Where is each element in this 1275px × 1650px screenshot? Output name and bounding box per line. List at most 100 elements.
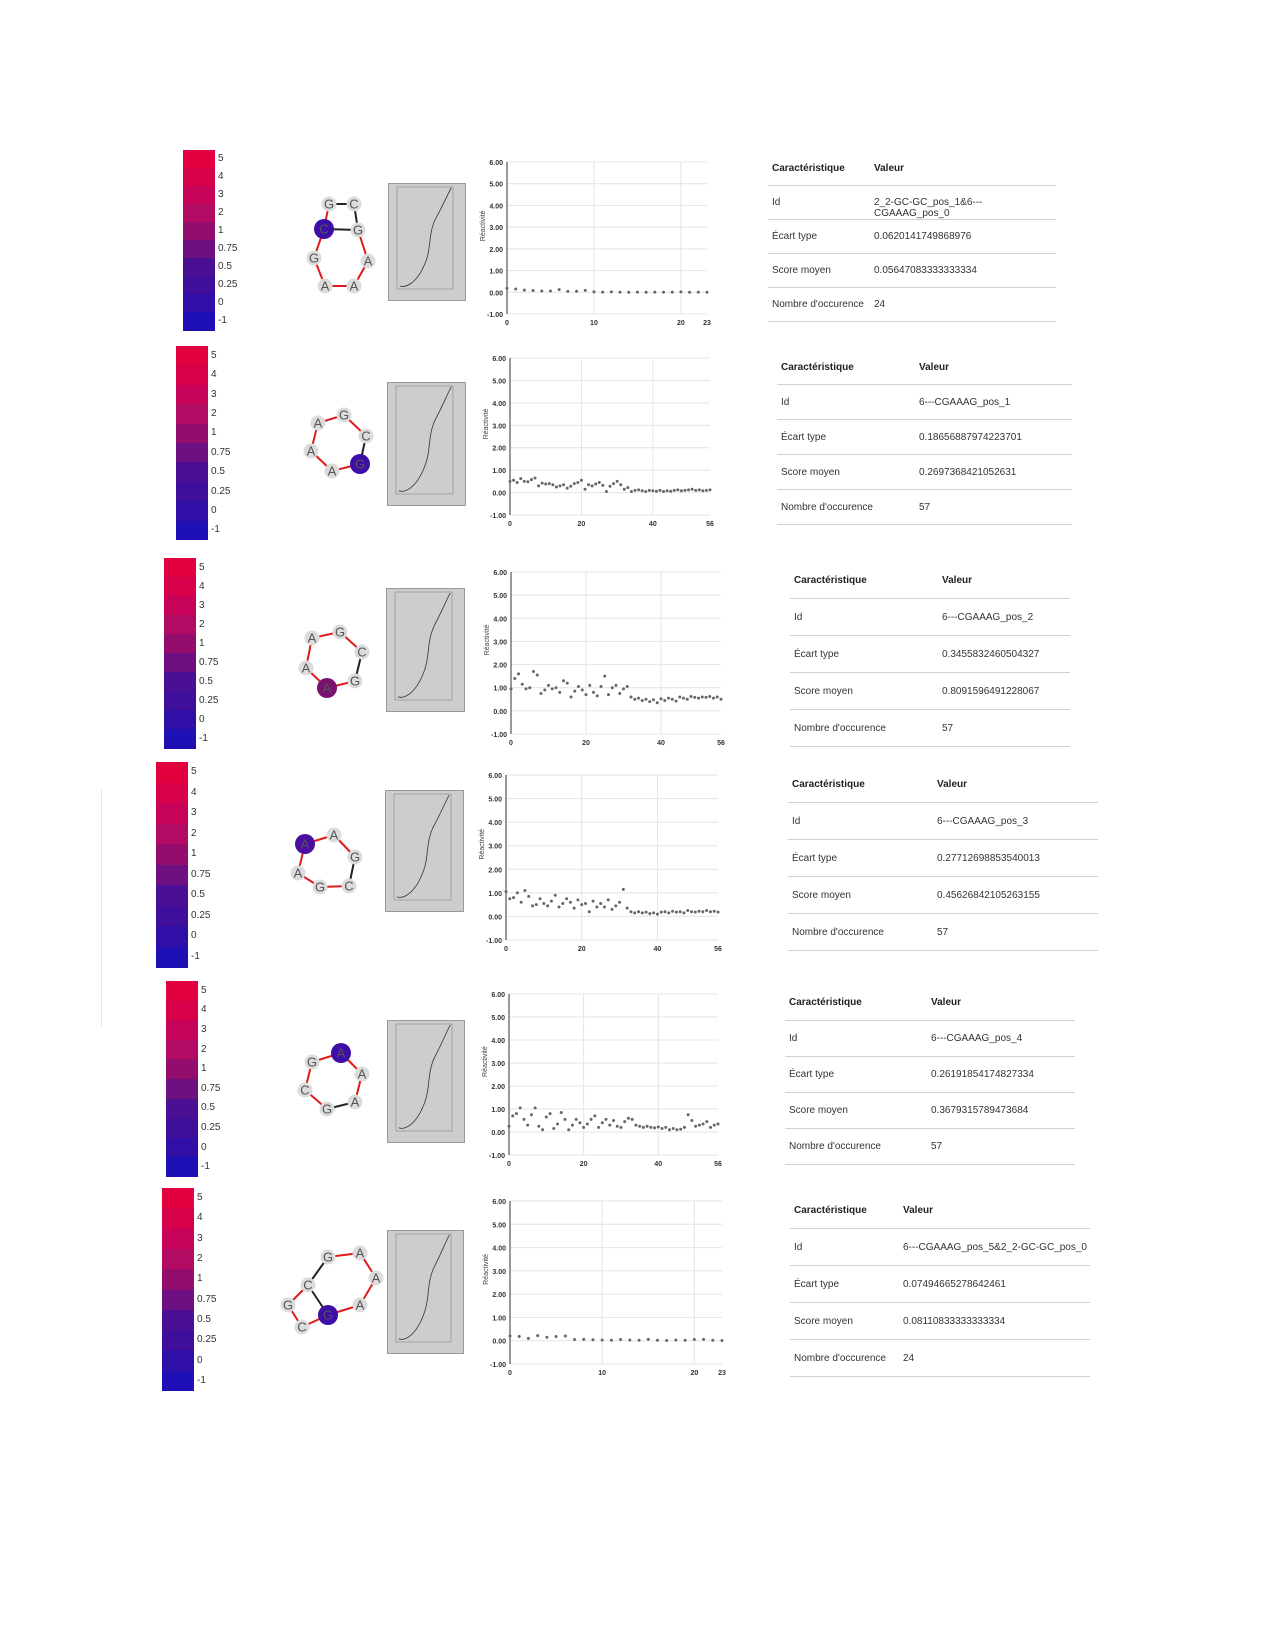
colorbar-tick-label: 0.5 [191, 889, 205, 901]
motif-node [297, 1082, 313, 1098]
data-point [603, 674, 607, 678]
y-tick-label: 0.00 [489, 290, 503, 297]
data-point [600, 1338, 604, 1342]
data-point [678, 695, 682, 699]
data-point [508, 897, 512, 901]
data-point [576, 898, 580, 902]
data-point [702, 1337, 706, 1341]
data-point [529, 478, 533, 482]
motif-node [294, 1319, 310, 1335]
characteristics-table: Caractéristique Valeur Id 6---CGAAAG_pos_2 É… [790, 562, 1070, 747]
characteristics-table: Caractéristique Valeur Id 6---CGAAAG_pos_4 É… [785, 985, 1075, 1165]
data-point [509, 687, 513, 691]
x-tick-label: 23 [703, 320, 711, 327]
colorbar-segment [166, 1079, 198, 1100]
data-point [514, 287, 518, 291]
data-point [705, 909, 709, 913]
data-point [670, 697, 674, 701]
table-header-row: Caractéristique Valeur [790, 562, 1070, 599]
colorbar-segment [176, 443, 208, 463]
colorbar-tick-label: 5 [201, 984, 207, 996]
cell-label: Score moyen [794, 685, 853, 697]
y-tick-label: 5.00 [492, 378, 506, 385]
table-row: Nombre d'occurence 57 [785, 1129, 1075, 1165]
cell-label: Score moyen [794, 1315, 853, 1327]
data-point [542, 901, 546, 905]
data-point [537, 1124, 541, 1128]
data-point [588, 683, 592, 687]
colorbar-tick-label: 0.25 [218, 279, 238, 290]
density-frame [395, 385, 454, 495]
colorbar-segment [183, 222, 215, 241]
table-header-row: Caractéristique Valeur [777, 350, 1072, 385]
data-point [626, 1116, 630, 1120]
data-point [591, 899, 595, 903]
y-tick-label: 3.00 [492, 1269, 506, 1276]
y-axis-title: Réactivité [482, 1046, 489, 1077]
colorbar-tick-label: 3 [197, 1232, 203, 1244]
header-caracteristique: Caractéristique [792, 778, 865, 790]
motif-node-highlighted [318, 1305, 338, 1325]
table-row: Id 6---CGAAAG_pos_2 [790, 599, 1070, 636]
data-point [640, 698, 644, 702]
data-point [712, 1123, 716, 1127]
cell-value: 0.2697368421052631 [919, 466, 1017, 478]
table-header-row: Caractéristique Valeur [788, 766, 1098, 803]
x-tick-label: 20 [582, 740, 590, 747]
colorbar-tick-label: 0.75 [218, 243, 238, 254]
data-point [653, 290, 657, 294]
data-point [708, 910, 712, 914]
x-tick-label: 20 [578, 521, 586, 528]
data-point [549, 899, 553, 903]
data-point [590, 484, 594, 488]
data-point [704, 695, 708, 699]
data-point [678, 910, 682, 914]
data-point [576, 480, 580, 484]
motif-node [358, 428, 374, 444]
colorbar-tick-label: 0 [199, 713, 205, 725]
data-point [600, 1121, 604, 1125]
data-point [719, 697, 723, 701]
cell-label: Nombre d'occurence [781, 501, 873, 513]
data-point [517, 672, 520, 676]
motif-node-letter: A [314, 416, 323, 431]
y-tick-label: 1.00 [488, 891, 502, 898]
motif-node [336, 407, 352, 423]
data-point [715, 695, 719, 699]
data-point [567, 1128, 571, 1132]
table-row: Nombre d'occurence 57 [790, 710, 1070, 747]
motif-node [347, 673, 363, 689]
colorbar-segment [176, 404, 208, 425]
data-point [644, 697, 648, 701]
y-tick-label: 1.00 [491, 1107, 505, 1114]
colorbar-segment [183, 258, 215, 277]
data-point [654, 489, 658, 493]
y-tick-label: 6.00 [489, 160, 503, 167]
data-point [546, 904, 550, 908]
cell-value: 0.8091596491228067 [942, 685, 1040, 697]
motif-node-letter: C [344, 879, 353, 894]
data-point [700, 695, 704, 699]
colorbar-segment [156, 823, 188, 845]
y-tick-label: 2.00 [491, 1084, 505, 1091]
cell-value: 0.0620141749868976 [874, 231, 972, 242]
cell-value: 6---CGAAAG_pos_3 [937, 815, 1029, 827]
motif-node-letter: A [323, 681, 332, 696]
data-point [701, 1122, 705, 1126]
data-point [615, 479, 619, 483]
motif-node [310, 415, 326, 431]
colorbar-tick-label: 0.75 [197, 1293, 217, 1305]
motif-node-letter: G [324, 197, 334, 212]
colorbar-tick-label: 1 [197, 1273, 203, 1285]
colorbar-tick-label: 5 [191, 766, 197, 778]
colorbar-tick-label: 0.5 [218, 261, 232, 272]
data-point [544, 482, 548, 486]
colorbar-segment [166, 1020, 198, 1041]
data-point [637, 488, 641, 492]
table-row: Id 6---CGAAAG_pos_4 [785, 1021, 1075, 1057]
colorbar-segment [156, 762, 188, 783]
colorbar-segment [166, 1059, 198, 1080]
cell-label: Score moyen [781, 466, 840, 478]
data-point [675, 1128, 679, 1132]
